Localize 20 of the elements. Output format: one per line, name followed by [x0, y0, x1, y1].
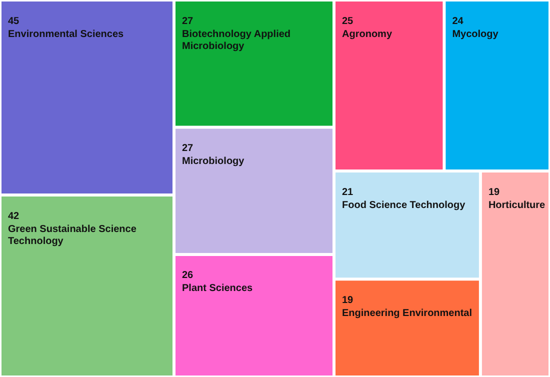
data-label: 42: [8, 210, 20, 222]
data-label: 21: [342, 186, 354, 198]
category-label: Microbiology: [182, 156, 245, 167]
category-label: Horticulture: [488, 200, 546, 211]
category-label: Agronomy: [342, 28, 392, 40]
data-label: 19: [342, 294, 354, 306]
data-label: 27: [182, 142, 194, 154]
data-label: 27: [182, 16, 194, 27]
data-label: 26: [182, 270, 194, 282]
data-label: 24: [452, 16, 464, 27]
data-label: 45: [8, 16, 20, 27]
category-label: Plant Sciences: [182, 283, 254, 294]
category-label: Food Science Technology: [342, 200, 466, 211]
category-label: Green Sustainable Science Technology: [8, 224, 137, 247]
category-label: Environmental Sciences: [8, 28, 124, 40]
data-label: 25: [342, 16, 354, 27]
category-label: Mycology: [452, 28, 499, 40]
category-label: Biotechnology Applied Microbiology: [182, 28, 291, 52]
category-label: Engineering Environmental: [342, 308, 472, 319]
data-label: 19: [488, 186, 500, 198]
